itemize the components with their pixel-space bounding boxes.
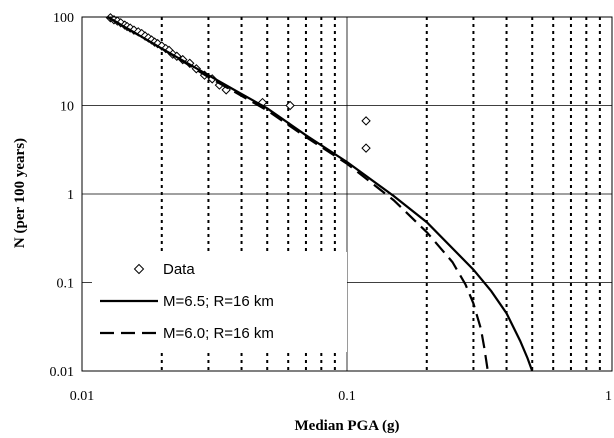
y-tick-label: 0.01 [50, 365, 75, 380]
data-points [105, 13, 371, 153]
tick-labels: 0.01 0.1 1 10 100 0.01 0.1 1 [50, 11, 613, 404]
x-tick-label: 0.1 [338, 389, 356, 404]
x-axis-title: Median PGA (g) [295, 418, 400, 434]
x-tick-label: 1 [605, 389, 612, 404]
x-tick-label: 0.01 [70, 389, 95, 404]
y-tick-label: 10 [60, 100, 74, 115]
legend-label: M=6.0; R=16 km [163, 325, 274, 342]
y-tick-label: 1 [67, 188, 74, 203]
legend-label: M=6.5; R=16 km [163, 293, 274, 310]
series-line-m60 [107, 16, 489, 372]
y-tick-label: 100 [53, 11, 74, 26]
data-point [361, 143, 371, 153]
legend-label: Data [163, 261, 195, 278]
axes [81, 16, 613, 372]
data-point [116, 18, 126, 28]
legend-diamond-icon [133, 263, 145, 275]
data-point [285, 100, 295, 111]
data-point [361, 116, 371, 126]
legend: Data M=6.5; R=16 km M=6.0; R=16 km [92, 252, 347, 352]
y-tick-label: 0.1 [57, 277, 75, 292]
series-line-m65 [107, 16, 534, 372]
y-axis-title: N (per 100 years) [12, 138, 28, 248]
series-layer [105, 13, 534, 372]
plot-frame [81, 16, 613, 372]
